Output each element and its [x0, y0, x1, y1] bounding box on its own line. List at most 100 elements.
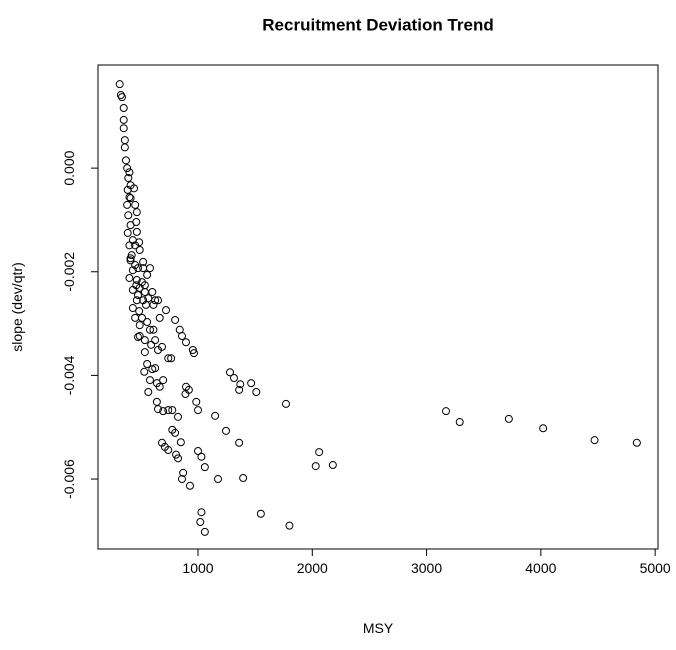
- point: [285, 521, 294, 530]
- point: [131, 200, 140, 209]
- point: [149, 325, 158, 334]
- point: [134, 333, 142, 342]
- point: [211, 411, 220, 420]
- point: [125, 241, 134, 250]
- point: [197, 508, 206, 517]
- point: [155, 313, 164, 322]
- point: [125, 168, 134, 177]
- point: [315, 448, 324, 457]
- point: [128, 304, 137, 313]
- point: [151, 336, 160, 345]
- point: [135, 307, 144, 316]
- point: [135, 245, 144, 254]
- point: [200, 463, 209, 472]
- point: [125, 193, 134, 202]
- point: [128, 285, 137, 294]
- point: [131, 241, 140, 250]
- point: [154, 346, 162, 355]
- point: [119, 104, 128, 113]
- point: [182, 382, 190, 391]
- point: [134, 264, 142, 273]
- point: [239, 474, 248, 483]
- point: [164, 406, 173, 415]
- point: [132, 227, 141, 236]
- point: [154, 296, 162, 305]
- point: [197, 452, 206, 461]
- point: [120, 136, 129, 145]
- point: [328, 461, 337, 470]
- point: [131, 313, 140, 322]
- point: [135, 321, 144, 330]
- x-tick-label: 3000: [411, 560, 442, 576]
- point: [311, 462, 320, 471]
- point: [226, 368, 234, 377]
- y-tick-label: -0.004: [61, 355, 77, 395]
- point: [590, 436, 599, 445]
- point: [144, 387, 153, 396]
- point: [151, 364, 160, 373]
- point: [146, 325, 154, 334]
- x-tick-label: 5000: [640, 560, 671, 576]
- point: [125, 273, 134, 282]
- point: [132, 296, 141, 305]
- point: [143, 270, 152, 279]
- point: [168, 406, 177, 415]
- y-tick-label: 0.000: [61, 150, 77, 185]
- point: [172, 450, 181, 459]
- point: [230, 373, 238, 382]
- point: [200, 527, 209, 536]
- point: [179, 468, 188, 477]
- point: [119, 115, 128, 124]
- point: [143, 318, 152, 327]
- point: [140, 348, 149, 357]
- point: [235, 385, 244, 394]
- y-axis-label: slope (dev/qtr): [9, 262, 25, 351]
- point: [122, 156, 130, 165]
- point: [176, 438, 185, 447]
- point: [144, 294, 153, 303]
- point: [504, 414, 513, 423]
- point: [236, 380, 245, 389]
- x-axis-label: MSY: [363, 620, 394, 636]
- point: [174, 412, 182, 421]
- point: [135, 332, 144, 341]
- point: [143, 360, 152, 369]
- point: [186, 481, 194, 490]
- point: [194, 406, 202, 415]
- point: [178, 332, 186, 341]
- point: [214, 475, 222, 484]
- point: [158, 438, 166, 447]
- point: [171, 315, 180, 324]
- point: [164, 446, 173, 455]
- point: [132, 276, 141, 285]
- point: [159, 407, 168, 416]
- point: [247, 379, 256, 388]
- point: [148, 287, 157, 296]
- point: [123, 164, 132, 173]
- x-tick-label: 2000: [297, 560, 328, 576]
- point: [155, 382, 164, 391]
- point: [178, 475, 186, 484]
- y-tick-label: -0.002: [61, 252, 77, 292]
- point: [119, 124, 128, 133]
- point: [252, 387, 261, 396]
- point: [128, 266, 137, 275]
- point: [222, 426, 230, 435]
- point: [123, 228, 132, 237]
- x-tick-label: 4000: [525, 560, 556, 576]
- plot-frame: [97, 64, 659, 550]
- point: [124, 173, 133, 182]
- point: [442, 407, 450, 416]
- point: [256, 509, 265, 518]
- point: [116, 91, 125, 100]
- chart-title: Recruitment Deviation Trend: [262, 15, 493, 34]
- x-tick-label: 1000: [182, 560, 213, 576]
- point: [159, 376, 168, 385]
- point: [139, 264, 148, 273]
- point: [162, 306, 170, 315]
- point: [188, 346, 197, 355]
- point: [134, 291, 142, 300]
- point: [147, 340, 156, 349]
- y-tick-label: -0.006: [61, 459, 77, 499]
- point: [194, 447, 202, 456]
